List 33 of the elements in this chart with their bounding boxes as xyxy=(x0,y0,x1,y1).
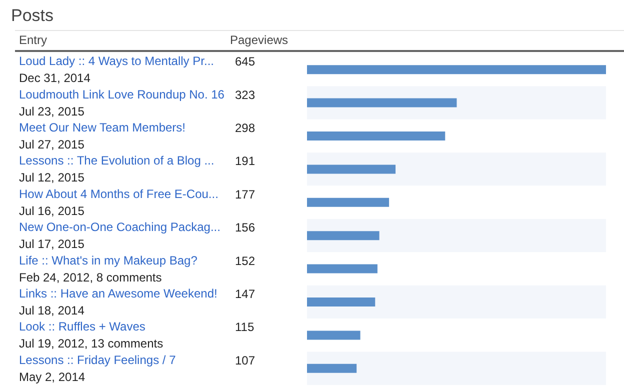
data-label: 298 xyxy=(235,121,256,135)
data-label: 156 xyxy=(235,220,256,235)
data-label: 107 xyxy=(235,353,256,368)
bar xyxy=(307,198,390,207)
data-label: 152 xyxy=(235,254,256,268)
bar xyxy=(307,231,380,240)
y-tick-label: Loudmouth Link Love Roundup No. 16 Jul 23, 2015 xyxy=(19,87,225,118)
bar xyxy=(307,298,376,306)
y-tick-label: Links :: Have an Awesome Weekend! Jul 18, 2014 xyxy=(19,286,218,318)
y-tick-label: Lessons :: The Evolution of a Blog ... Jul 12, 2015 xyxy=(19,154,214,185)
bar xyxy=(307,264,378,274)
y-tick-label: Look :: Ruffles + Waves Jul 19, 2012, 13 comments xyxy=(19,320,164,351)
y-tick-label: New One-on-One Coaching Packag... Jul 17, 2015 xyxy=(19,220,220,252)
data-label: 177 xyxy=(235,187,256,202)
bar xyxy=(307,132,446,140)
y-tick-label: How About 4 Months of Free E-Cou... Jul 16, 2015 xyxy=(19,186,218,218)
bar xyxy=(307,164,396,174)
y-axis-title: Entry xyxy=(19,33,48,47)
bar xyxy=(307,98,457,108)
bar xyxy=(307,65,606,74)
data-label: 147 xyxy=(235,287,256,301)
y-tick-label: Meet Our New Team Members! Jul 27, 2015 xyxy=(19,120,186,152)
data-label: 115 xyxy=(235,320,254,334)
data-label: 645 xyxy=(235,54,256,69)
bar xyxy=(307,364,357,373)
y-tick-label: Life :: What's in my Makeup Bag? Feb 24, 2012, 8 comments xyxy=(19,253,198,284)
text: Posts xyxy=(11,6,54,25)
y-tick-label: Loud Lady :: 4 Ways to Mentally Pr... Dec 31, 2014 xyxy=(19,54,214,86)
data-label: 191 xyxy=(235,154,256,168)
y-tick-label: Lessons :: Friday Feelings / 7 May 2, 2014 xyxy=(19,352,176,384)
data-label: 323 xyxy=(235,88,256,102)
x-axis-title: Pageviews xyxy=(230,33,288,47)
bar xyxy=(307,330,360,340)
